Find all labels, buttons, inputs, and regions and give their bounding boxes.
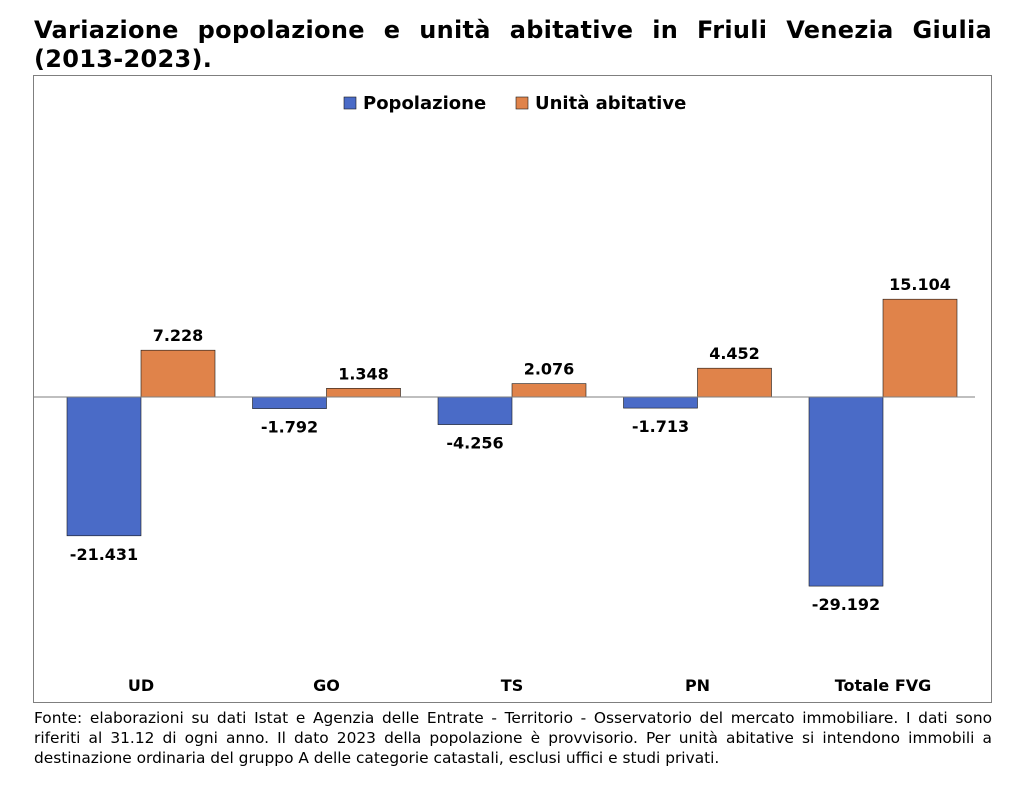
category-label-1: GO [313,676,340,695]
value-label-unita-abitative-2: 2.076 [524,360,575,379]
value-label-popolazione-1: -1.792 [261,418,318,437]
legend: Popolazione Unità abitative [343,93,686,114]
category-labels: UD GO TS PN Totale FVG [128,676,931,695]
bars [66,298,958,587]
legend-label-unita-abitative: Unità abitative [535,93,686,114]
value-label-popolazione-0: -21.431 [70,545,138,564]
bar-unita-abitative-2 [511,383,587,398]
value-label-unita-abitative-3: 4.452 [709,344,760,363]
value-labels: -21.431 7.228 -1.792 1.348 -4.256 2.076 -1.713… [70,275,951,614]
bar-popolazione-2 [437,396,513,425]
bar-unita-abitative-1 [326,387,401,398]
category-label-4: Totale FVG [835,676,932,695]
value-label-popolazione-4: -29.192 [812,595,880,614]
legend-swatch-popolazione [343,96,357,110]
value-label-popolazione-3: -1.713 [632,417,689,436]
category-label-2: TS [501,676,523,695]
category-label-3: PN [685,676,710,695]
bar-popolazione-1 [252,396,327,409]
bar-popolazione-3 [623,396,698,409]
chart-title: Variazione popolazione e unità abitative… [34,16,992,73]
value-label-unita-abitative-4: 15.104 [889,275,951,294]
chart-area: Popolazione Unità abitative -21.431 7.228 -1… [33,75,992,703]
bar-chart: Popolazione Unità abitative -21.431 7.228 -1… [34,93,975,695]
source-note: Fonte: elaborazioni su dati Istat e Agen… [34,709,992,767]
legend-swatch-unita-abitative [515,96,529,110]
bar-popolazione-4 [808,396,884,587]
value-label-unita-abitative-0: 7.228 [153,326,204,345]
legend-label-popolazione: Popolazione [363,93,486,114]
value-label-popolazione-2: -4.256 [446,434,503,453]
bar-popolazione-0 [66,396,142,537]
bar-unita-abitative-0 [140,349,216,398]
bar-unita-abitative-3 [697,367,772,398]
value-label-unita-abitative-1: 1.348 [338,364,389,383]
category-label-0: UD [128,676,154,695]
bar-unita-abitative-4 [882,298,958,398]
